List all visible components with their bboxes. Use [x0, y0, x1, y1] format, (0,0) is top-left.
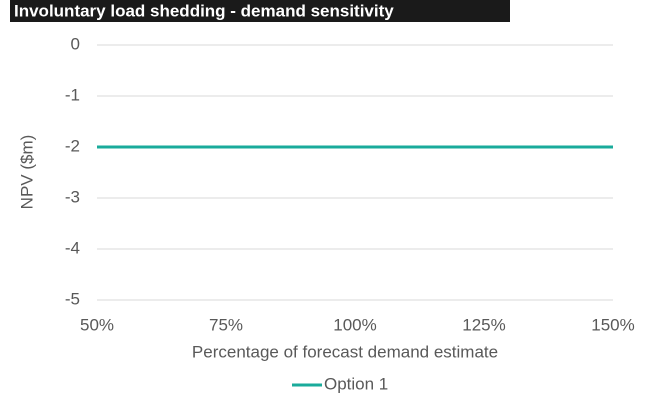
- x-tick-label: 100%: [333, 315, 376, 334]
- x-tick-label: 125%: [462, 315, 505, 334]
- y-tick-label: -5: [65, 289, 80, 308]
- x-tick-label: 75%: [209, 315, 243, 334]
- title-background: [10, 0, 510, 22]
- y-tick-label: -2: [65, 136, 80, 155]
- x-axis-label: Percentage of forecast demand estimate: [192, 342, 498, 361]
- y-axis-label: NPV ($m): [17, 135, 36, 210]
- legend-label: Option 1: [324, 374, 388, 393]
- y-tick-label: -4: [65, 238, 80, 257]
- chart-title: Involuntary load shedding - demand sensi…: [14, 1, 394, 20]
- y-tick-label: -3: [65, 187, 80, 206]
- y-tick-label: 0: [71, 34, 80, 53]
- x-tick-label: 150%: [591, 315, 634, 334]
- x-tick-label: 50%: [80, 315, 114, 334]
- y-tick-label: -1: [65, 85, 80, 104]
